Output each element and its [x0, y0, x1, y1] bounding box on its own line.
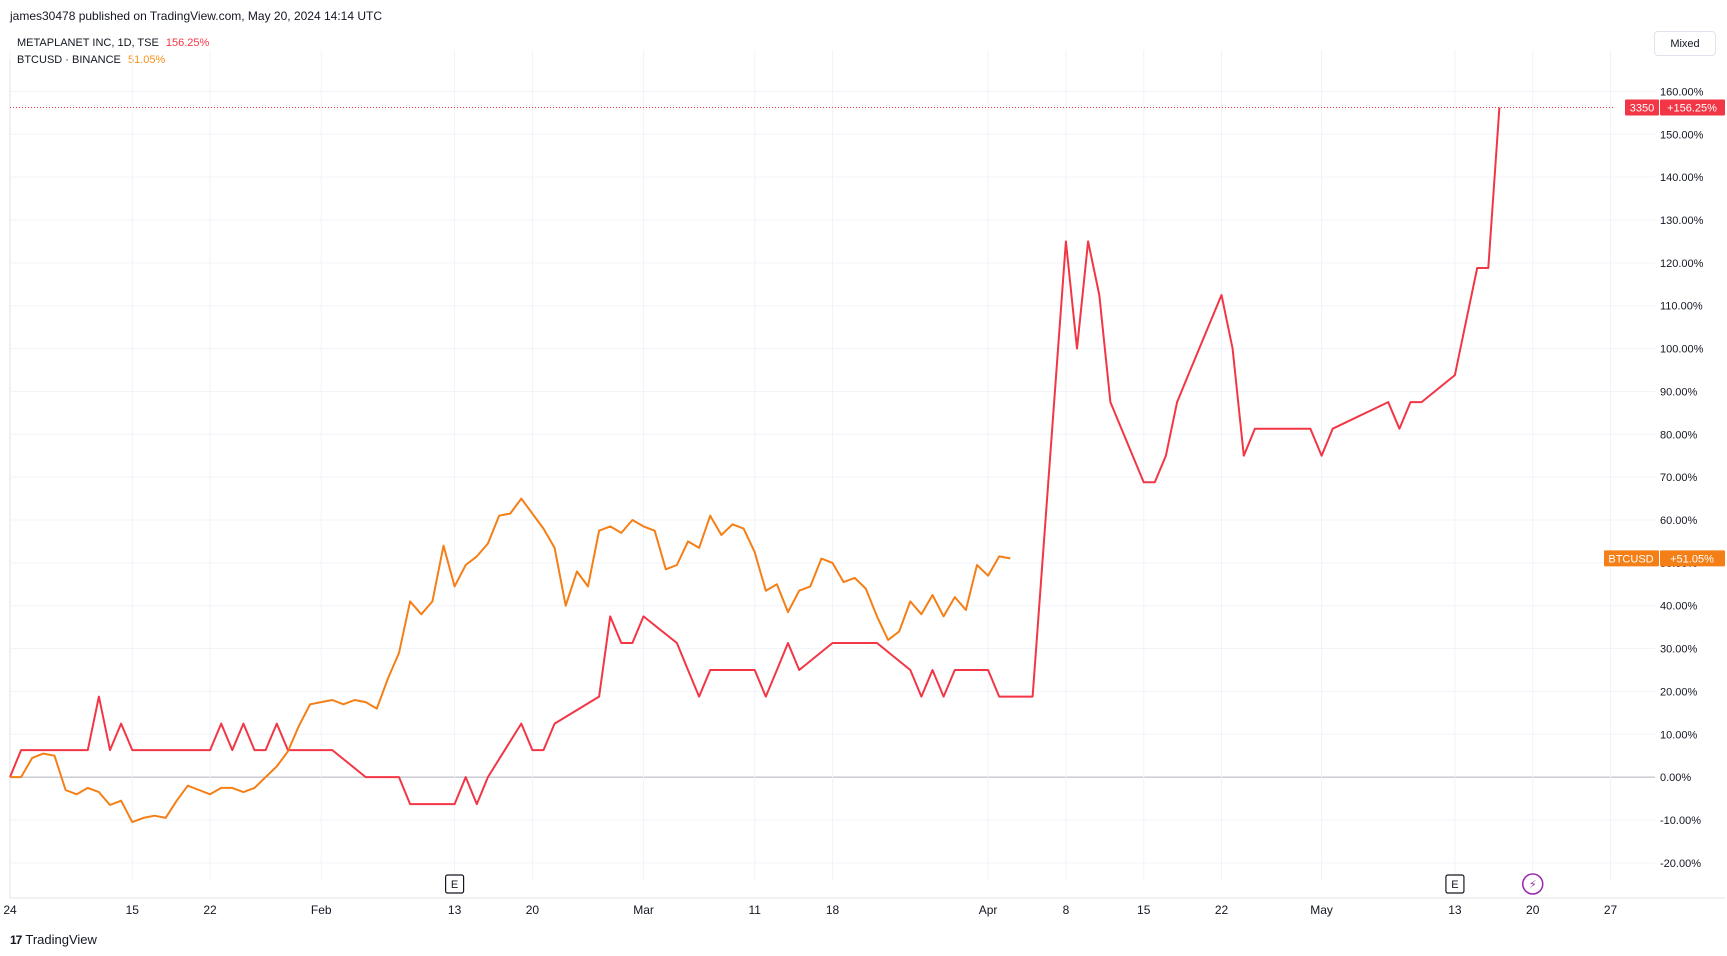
- x-tick-label: 20: [526, 903, 540, 917]
- y-tick-label: 90.00%: [1660, 386, 1698, 398]
- y-tick-label: 160.00%: [1660, 86, 1704, 98]
- earnings-marker-label: E: [451, 879, 458, 891]
- legend-item-btcusd[interactable]: BTCUSD · BINANCE 51.05%: [17, 52, 213, 69]
- earnings-marker-label: E: [1451, 879, 1458, 891]
- x-tick-label: Mar: [633, 903, 654, 917]
- series-line-btcusd: [10, 497, 1011, 824]
- series-line-metaplanet: [9, 107, 1501, 806]
- x-tick-label: Apr: [979, 903, 998, 917]
- btc-name: BTCUSD: [1608, 553, 1653, 565]
- y-tick-label: 10.00%: [1660, 729, 1698, 741]
- earnings-marker: [1445, 874, 1465, 894]
- x-tick-label: 20: [1526, 903, 1540, 917]
- last-change-value: +156.25%: [1667, 103, 1717, 115]
- btc-change-value: +51.05%: [1670, 553, 1714, 565]
- legend-value: 51.05%: [127, 54, 166, 66]
- publisher-line: james30478 published on TradingView.com,…: [10, 9, 383, 23]
- legend-name: METAPLANET INC, 1D, TSE: [17, 37, 159, 49]
- legend-value: 156.25%: [165, 37, 210, 49]
- legend-item-metaplanet[interactable]: METAPLANET INC, 1D, TSE 156.25%: [17, 35, 213, 52]
- dividend-marker-icon: [1521, 873, 1544, 895]
- y-tick-label: -10.00%: [1660, 815, 1701, 827]
- y-axis: 160.00% 150.00% 140.00% 130.00% 120.00% 110.0…: [1660, 86, 1704, 869]
- last-change-tag: [1660, 99, 1725, 116]
- btc-name-tag: [1604, 550, 1659, 567]
- last-price-value: 3350: [1630, 103, 1654, 115]
- y-tick-label: 60.00%: [1660, 515, 1698, 527]
- y-tick-label: 40.00%: [1660, 601, 1698, 613]
- y-tick-label: 120.00%: [1660, 258, 1704, 270]
- x-tick-label: May: [1310, 903, 1333, 917]
- legend: METAPLANET INC, 1D, TSE 156.25% BTCUSD ·…: [17, 35, 213, 69]
- y-tick-label: 150.00%: [1660, 129, 1704, 141]
- x-tick-label: 11: [748, 903, 761, 917]
- dividend-marker-label: ⚡: [1529, 879, 1537, 891]
- x-tick-label: 8: [1063, 903, 1070, 917]
- grid: [9, 50, 1655, 880]
- x-tick-label: 22: [1215, 903, 1229, 917]
- chart[interactable]: 160.00%150.00%140.00%130.00%120.00%110.0…: [0, 0, 1727, 930]
- y-tick-label: 70.00%: [1660, 472, 1698, 484]
- event-markers: E E ⚡: [444, 873, 1544, 895]
- earnings-marker: [444, 874, 465, 894]
- y-tick-label: 110.00%: [1660, 301, 1703, 313]
- y-tick-label: 0.00%: [1660, 772, 1691, 784]
- y-tick-label: 140.00%: [1660, 172, 1704, 184]
- x-tick-label: 15: [126, 903, 140, 917]
- scale-mode-button[interactable]: Mixed: [1654, 31, 1716, 56]
- x-tick-label: 13: [1448, 903, 1462, 917]
- x-tick-label: 22: [203, 903, 217, 917]
- y-tick-label: 100.00%: [1660, 344, 1704, 356]
- y-tick-label: 20.00%: [1660, 686, 1698, 698]
- x-axis: 24 15 22 Feb 13 20 Mar 11 18 Apr 8 15 22 May 13 20 27: [3, 60, 1725, 917]
- x-tick-label: Feb: [311, 903, 332, 917]
- y-tick-label: 80.00%: [1660, 429, 1698, 441]
- x-tick-label: 24: [3, 903, 17, 917]
- last-price-tag: [1625, 99, 1659, 116]
- x-tick-label: 13: [448, 903, 462, 917]
- x-tick-label: 15: [1137, 903, 1151, 917]
- y-tick-label: -20.00%: [1660, 858, 1701, 870]
- price-labels: 3350 +156.25% BTCUSD +51.05%: [1604, 99, 1725, 567]
- btc-change-tag: [1660, 550, 1725, 567]
- x-tick-label: 27: [1604, 903, 1618, 917]
- y-tick-label: 130.00%: [1660, 215, 1704, 227]
- series-lines: [9, 107, 1615, 824]
- x-tick-label: 18: [826, 903, 840, 917]
- tradingview-logo-icon: 17: [10, 932, 22, 947]
- brand-label: TradingView: [25, 932, 97, 947]
- tradingview-brand[interactable]: 17 TradingView: [10, 932, 97, 947]
- y-tick-label: 30.00%: [1660, 644, 1698, 656]
- legend-name: BTCUSD · BINANCE: [17, 54, 121, 66]
